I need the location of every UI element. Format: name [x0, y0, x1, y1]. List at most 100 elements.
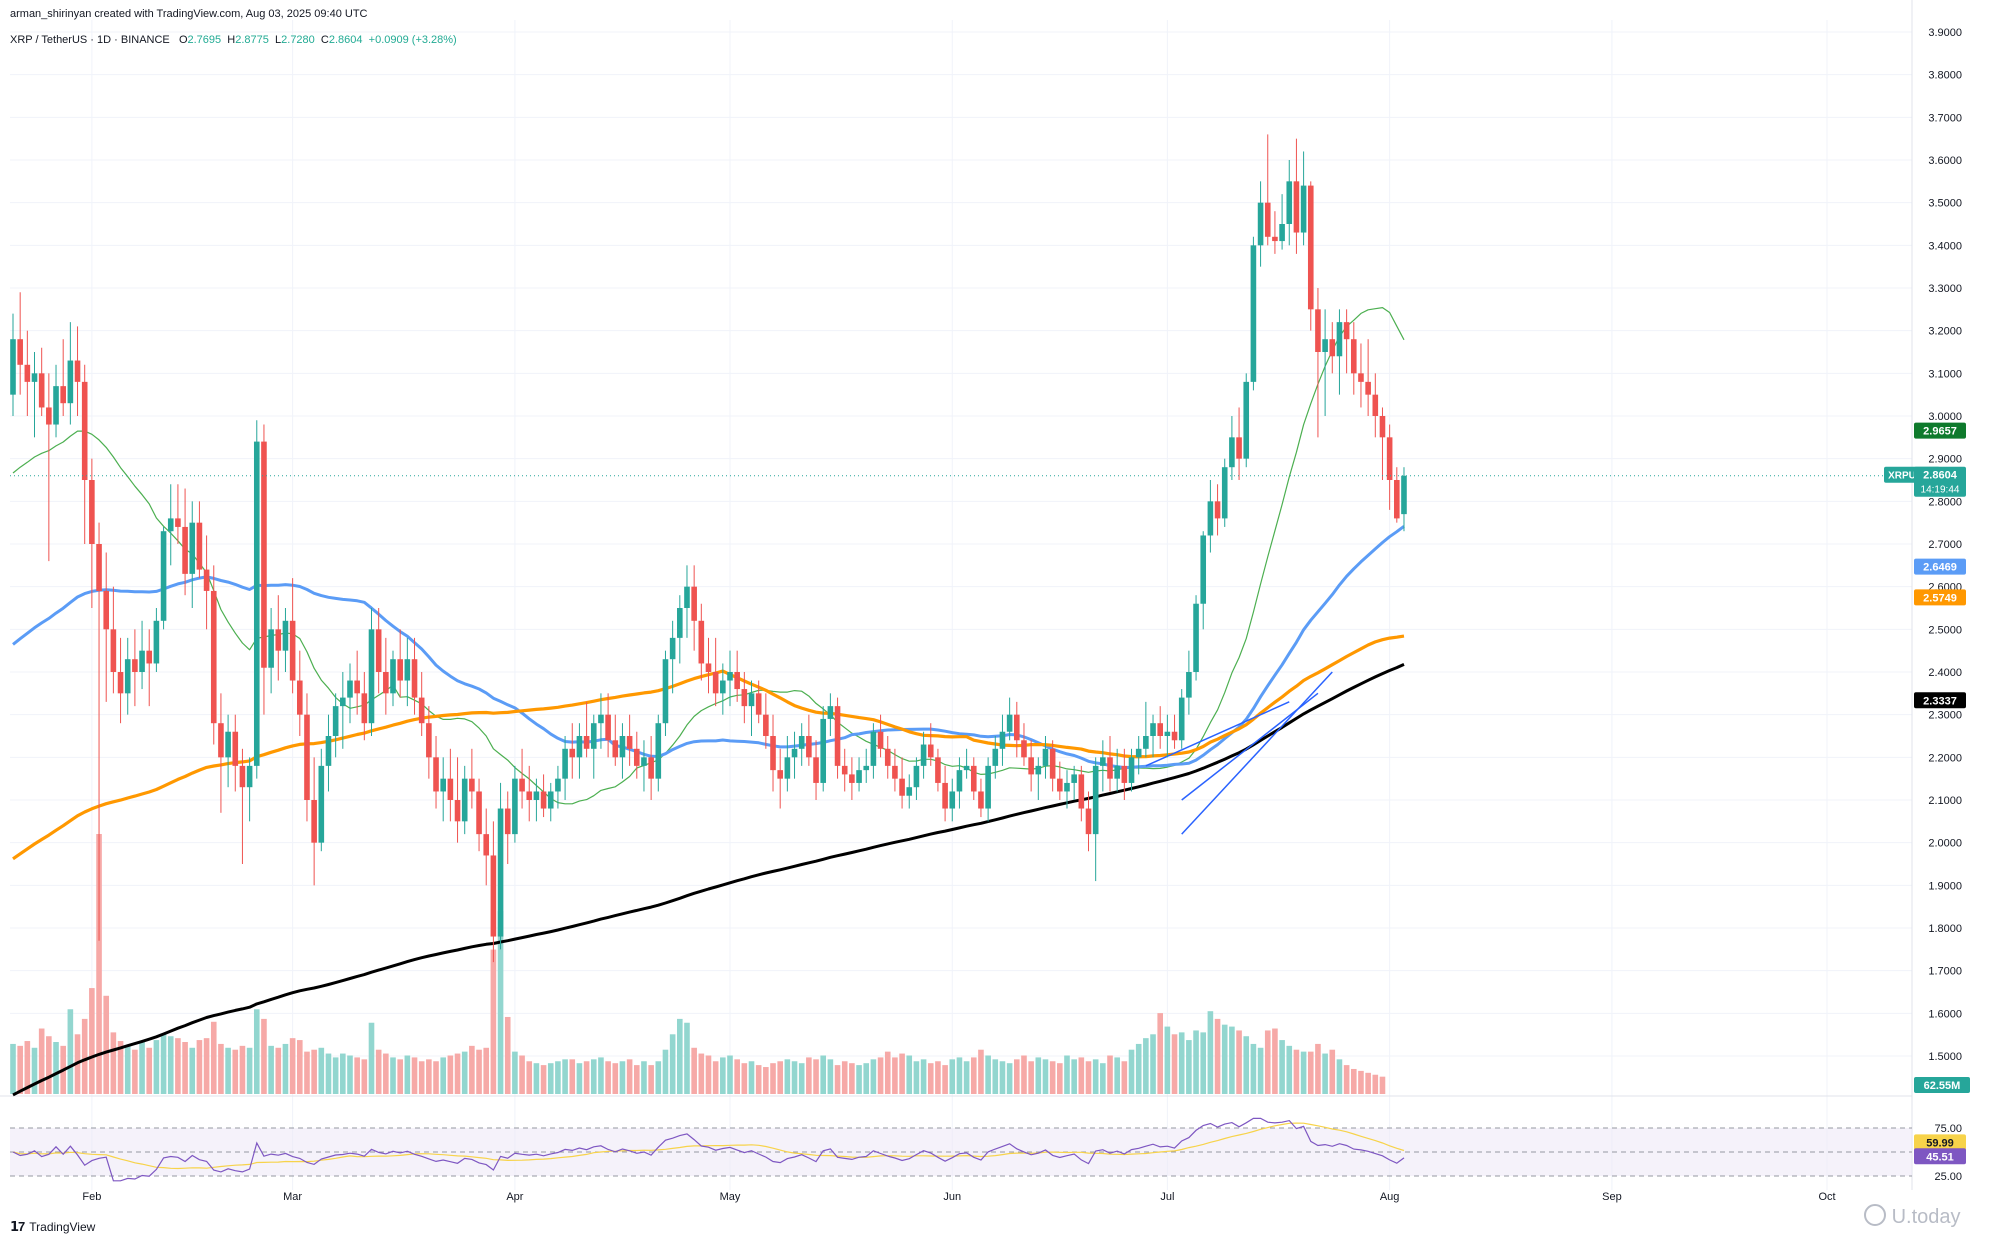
- candle[interactable]: [1272, 211, 1278, 254]
- candle[interactable]: [497, 782, 504, 950]
- candle[interactable]: [1221, 458, 1228, 527]
- candle[interactable]: [791, 731, 798, 779]
- candle[interactable]: [160, 526, 167, 630]
- candle[interactable]: [755, 680, 762, 724]
- candle[interactable]: [992, 736, 999, 779]
- candle[interactable]: [1114, 748, 1120, 792]
- candle[interactable]: [763, 693, 769, 749]
- candle[interactable]: [504, 791, 511, 864]
- candle[interactable]: [612, 714, 619, 766]
- candle[interactable]: [770, 714, 776, 792]
- candle[interactable]: [124, 637, 131, 715]
- candle[interactable]: [1006, 697, 1013, 741]
- candle[interactable]: [189, 501, 196, 608]
- candle[interactable]: [175, 484, 181, 544]
- candle[interactable]: [67, 322, 74, 425]
- candle[interactable]: [297, 650, 303, 736]
- candle[interactable]: [146, 629, 153, 707]
- candle[interactable]: [347, 663, 353, 724]
- candle[interactable]: [1236, 407, 1242, 480]
- candle[interactable]: [949, 778, 956, 822]
- candle[interactable]: [1336, 309, 1343, 395]
- candle[interactable]: [375, 608, 382, 694]
- candle[interactable]: [1322, 309, 1328, 416]
- candle[interactable]: [490, 821, 497, 963]
- candle[interactable]: [1394, 467, 1400, 523]
- candle[interactable]: [1092, 757, 1099, 882]
- candle[interactable]: [10, 313, 16, 416]
- candle[interactable]: [469, 748, 475, 809]
- candle[interactable]: [1100, 740, 1106, 792]
- candle[interactable]: [103, 552, 110, 702]
- candle[interactable]: [813, 740, 819, 800]
- candle[interactable]: [1128, 748, 1135, 792]
- candle[interactable]: [483, 808, 490, 886]
- candle[interactable]: [325, 714, 332, 792]
- candle[interactable]: [519, 748, 525, 809]
- candle[interactable]: [461, 765, 468, 835]
- trendline[interactable]: [1181, 671, 1333, 835]
- candle[interactable]: [619, 723, 626, 779]
- trendlines[interactable]: [1145, 671, 1333, 835]
- candle[interactable]: [712, 637, 719, 707]
- candle[interactable]: [978, 778, 984, 818]
- candle[interactable]: [354, 650, 360, 715]
- candle[interactable]: [1250, 236, 1257, 391]
- candle[interactable]: [1307, 181, 1314, 331]
- candle[interactable]: [31, 352, 38, 438]
- candle[interactable]: [698, 603, 705, 681]
- candle[interactable]: [985, 757, 991, 822]
- candle[interactable]: [605, 693, 611, 758]
- candle[interactable]: [447, 748, 454, 822]
- candle[interactable]: [1365, 339, 1371, 416]
- candles[interactable]: [10, 134, 1912, 963]
- candle[interactable]: [454, 757, 461, 843]
- candle[interactable]: [89, 458, 95, 608]
- candle[interactable]: [1229, 416, 1235, 480]
- candle[interactable]: [935, 748, 941, 792]
- candle[interactable]: [892, 748, 898, 792]
- candle[interactable]: [239, 748, 246, 864]
- candle[interactable]: [820, 706, 827, 792]
- candle[interactable]: [440, 757, 446, 822]
- candle[interactable]: [741, 672, 748, 724]
- candle[interactable]: [1143, 701, 1149, 758]
- time-axis[interactable]: Feb Mar Apr May Jun Jul Aug Sep Oct: [82, 1191, 1835, 1203]
- candle[interactable]: [827, 693, 834, 736]
- candle[interactable]: [569, 723, 576, 779]
- candle[interactable]: [849, 757, 855, 800]
- candle[interactable]: [1193, 595, 1199, 681]
- candle[interactable]: [899, 757, 905, 809]
- candle[interactable]: [1200, 531, 1207, 630]
- candle[interactable]: [705, 637, 712, 694]
- candle[interactable]: [318, 748, 325, 852]
- candle[interactable]: [81, 364, 88, 544]
- candle[interactable]: [404, 637, 411, 707]
- candle[interactable]: [53, 364, 59, 438]
- candle[interactable]: [426, 706, 432, 779]
- candle[interactable]: [96, 522, 102, 941]
- candle[interactable]: [1028, 740, 1034, 792]
- tradingview-logo[interactable]: 𝟭7 TradingView: [10, 1219, 95, 1235]
- candle[interactable]: [1372, 373, 1379, 438]
- candle[interactable]: [1379, 407, 1386, 480]
- candle[interactable]: [999, 714, 1006, 766]
- candle[interactable]: [863, 748, 870, 783]
- candle[interactable]: [1358, 343, 1364, 408]
- candle[interactable]: [17, 292, 23, 395]
- candle[interactable]: [476, 778, 482, 852]
- candle[interactable]: [648, 736, 654, 800]
- candle[interactable]: [1214, 484, 1221, 536]
- candle[interactable]: [1107, 736, 1113, 792]
- candle[interactable]: [397, 629, 403, 698]
- candle[interactable]: [1078, 765, 1085, 822]
- candle[interactable]: [1343, 309, 1350, 374]
- candle[interactable]: [232, 714, 239, 792]
- candle[interactable]: [282, 608, 289, 672]
- candle[interactable]: [1286, 160, 1293, 246]
- candle[interactable]: [390, 650, 396, 707]
- candle[interactable]: [1264, 134, 1271, 246]
- candle[interactable]: [1057, 761, 1063, 800]
- candle[interactable]: [798, 723, 805, 766]
